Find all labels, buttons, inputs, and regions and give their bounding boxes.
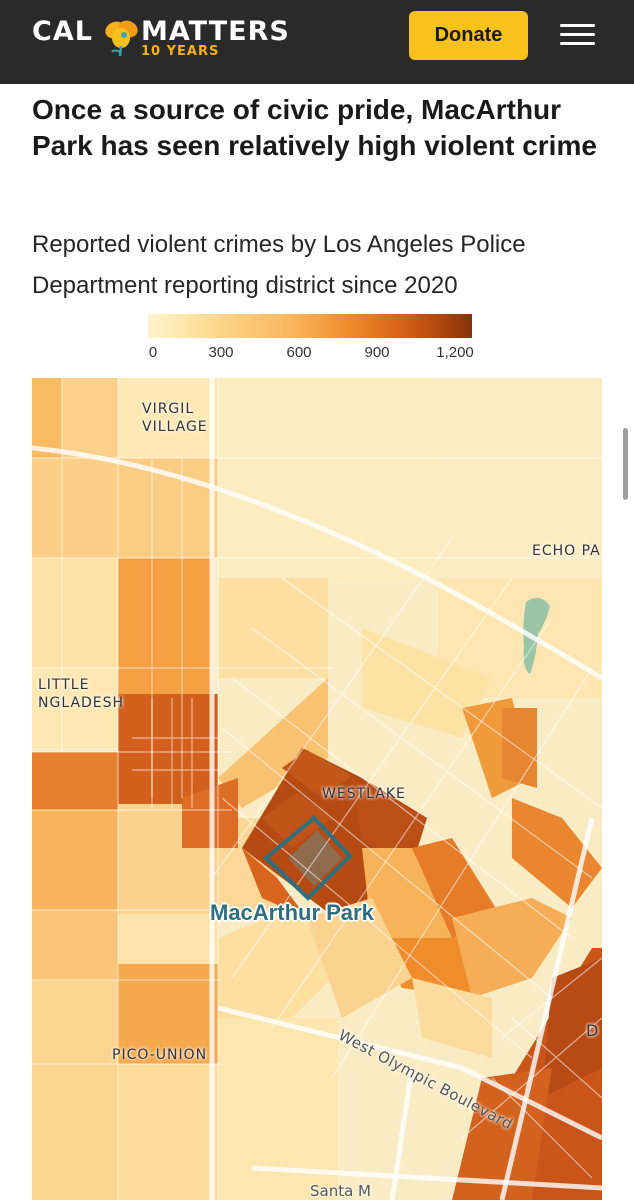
map-canvas (32, 378, 602, 1200)
district (362, 628, 492, 738)
site-header: CAL MATTERS 10 YEARS Donate (0, 0, 634, 84)
district (438, 378, 602, 578)
menu-line (560, 33, 595, 36)
label-line: VIRGIL (142, 401, 195, 417)
district (452, 898, 572, 998)
logo-text-cal: CAL (32, 16, 93, 47)
label-line: VILLAGE (142, 419, 208, 435)
district (352, 778, 427, 868)
legend-tick: 300 (208, 344, 234, 361)
district (542, 958, 602, 1098)
district (32, 980, 118, 1200)
macarthur-park-lake (288, 830, 342, 886)
chart-subtitle: Reported violent crimes by Los Angeles P… (32, 231, 526, 299)
district (32, 752, 118, 810)
legend-tick: 600 (286, 344, 312, 361)
label-macarthur-park: MacArthur Park (210, 900, 374, 925)
district (118, 964, 218, 1064)
legend-tick: 1,200 (436, 344, 474, 361)
scrollbar[interactable] (623, 428, 628, 500)
label-echo-park: ECHO PA (532, 543, 601, 559)
label-virgil-village: VIRGIL VILLAGE (142, 400, 208, 436)
menu-line (560, 42, 595, 45)
label-pico-union: PICO-UNION (112, 1047, 208, 1063)
echo-park-lake (523, 597, 550, 674)
label-santa-monica: Santa M (310, 1182, 372, 1200)
chart-title: Once a source of civic pride, MacArthur … (32, 94, 597, 161)
legend-tick: 0 (148, 344, 158, 361)
district (118, 558, 214, 694)
donate-button[interactable]: Donate (409, 11, 528, 60)
district (32, 810, 118, 910)
district (62, 378, 118, 458)
district (242, 848, 307, 918)
district (218, 678, 328, 808)
district (32, 558, 118, 668)
district (118, 1064, 218, 1200)
color-legend: 0 300 600 900 1,200 (148, 314, 474, 364)
label-downtown: D (586, 1021, 600, 1040)
calmatters-logo[interactable]: CAL MATTERS 10 YEARS (32, 14, 292, 64)
menu-line (560, 24, 595, 27)
district (118, 694, 218, 804)
label-little-bangladesh: LITTLE NGLADESH (38, 676, 124, 712)
district (118, 914, 218, 964)
logo-text-matters: MATTERS (141, 16, 290, 47)
label-line: NGLADESH (38, 695, 125, 711)
district (262, 793, 332, 848)
district (32, 378, 62, 458)
street-grid (32, 378, 602, 1200)
district (218, 378, 438, 578)
district (118, 378, 218, 458)
legend-gradient-bar (148, 314, 472, 338)
hamburger-menu-icon[interactable] (560, 24, 595, 46)
logo-subtitle: 10 YEARS (141, 44, 220, 59)
major-roads (32, 378, 602, 1200)
district (412, 978, 492, 1058)
district (32, 668, 118, 748)
district (32, 910, 118, 980)
poppy-icon (105, 20, 138, 57)
district (307, 898, 412, 1018)
label-line: LITTLE (38, 677, 90, 693)
district (282, 750, 352, 798)
choropleth-map[interactable]: VIRGIL VILLAGE ECHO PA LITTLE NGLADESH W… (32, 378, 602, 1200)
district (218, 578, 328, 678)
label-westlake: WESTLAKE (322, 786, 406, 802)
district (362, 848, 452, 938)
legend-tick: 900 (364, 344, 390, 361)
macarthur-park-outline[interactable] (262, 815, 353, 901)
district (32, 458, 118, 558)
